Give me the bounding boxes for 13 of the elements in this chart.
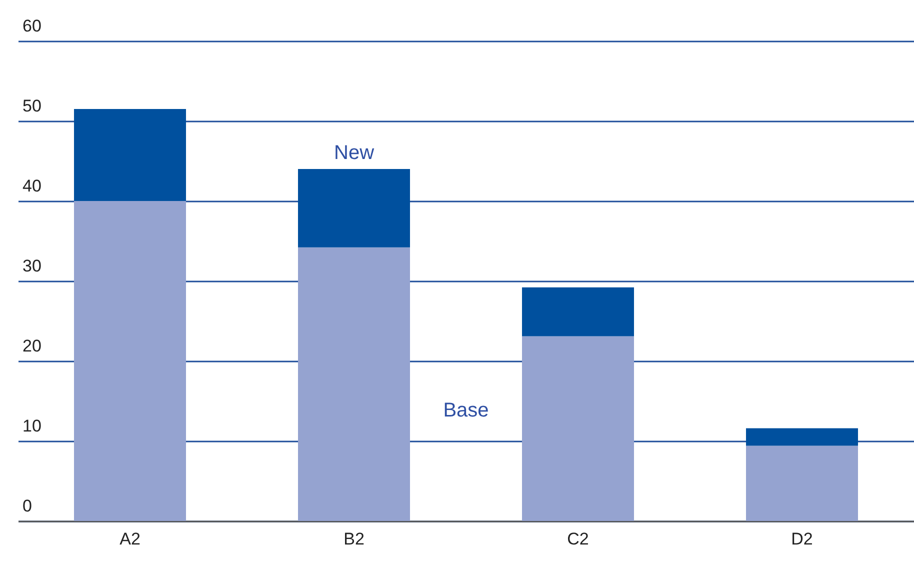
x-tick-label: A2 [120, 530, 140, 548]
y-tick-label: 50 [22, 96, 42, 116]
x-tick-label: C2 [567, 530, 589, 548]
y-tick-label: 10 [22, 416, 42, 436]
x-tick-label: B2 [344, 530, 364, 548]
x-tick-label: D2 [791, 530, 813, 548]
series-label: Base [443, 400, 489, 422]
y-tick-label: 40 [22, 176, 42, 196]
y-tick-label: 60 [22, 16, 42, 36]
y-tick-label: 0 [22, 496, 32, 516]
y-tick-label: 20 [22, 336, 42, 356]
y-tick-label: 30 [22, 256, 42, 276]
series-label: New [334, 142, 375, 164]
